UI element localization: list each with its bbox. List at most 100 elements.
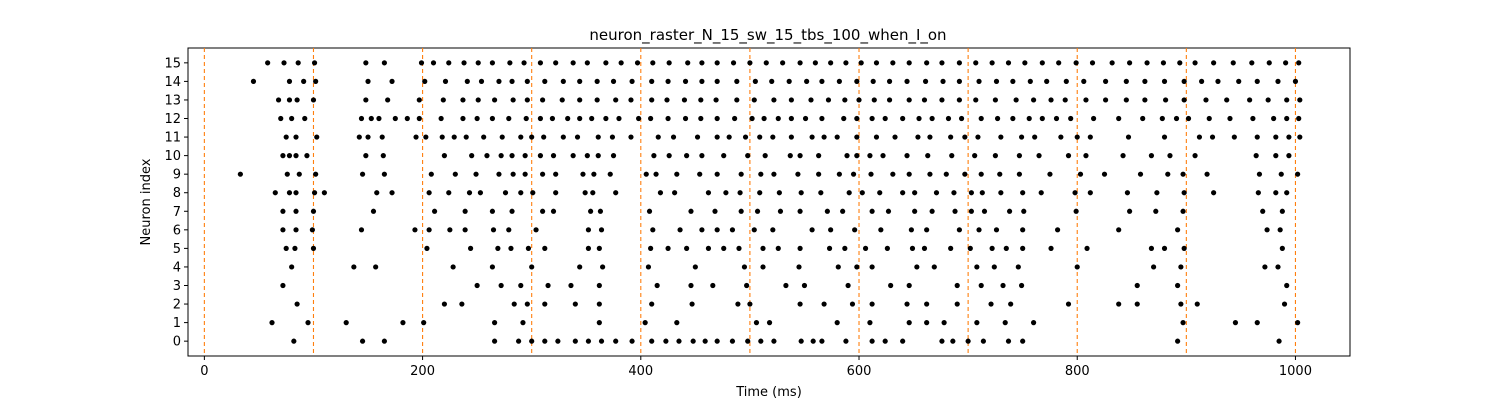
- spike-point: [797, 60, 803, 66]
- x-tick-label: 400: [628, 364, 653, 379]
- spike-point: [892, 134, 898, 140]
- spike-point: [736, 245, 742, 251]
- spike-point: [596, 282, 602, 289]
- spike-point: [286, 78, 293, 84]
- spike-point: [1142, 97, 1148, 103]
- y-tick-label: 11: [164, 131, 181, 146]
- spike-point: [954, 282, 960, 289]
- spike-point: [1296, 115, 1302, 122]
- spike-point: [510, 171, 516, 177]
- spike-point: [867, 153, 873, 159]
- spike-point: [574, 134, 581, 140]
- spike-point: [870, 78, 876, 84]
- spike-point: [1123, 97, 1129, 103]
- spike-point: [732, 115, 738, 122]
- spike-point: [585, 338, 592, 344]
- spike-point: [783, 282, 789, 289]
- spike-point: [460, 115, 466, 122]
- spike-point: [572, 338, 578, 344]
- spike-point: [524, 97, 530, 103]
- spike-point: [751, 97, 757, 103]
- spike-point: [713, 97, 719, 103]
- spike-point: [280, 282, 286, 289]
- spike-point: [1008, 301, 1014, 307]
- y-tick-label: 3: [173, 279, 181, 294]
- spike-point: [596, 320, 602, 326]
- spike-point: [495, 245, 501, 251]
- spike-point: [890, 60, 896, 66]
- spike-point: [289, 115, 295, 122]
- spike-point: [280, 208, 286, 214]
- spike-point: [1084, 245, 1090, 251]
- spike-point: [670, 134, 677, 140]
- spike-point: [726, 134, 732, 140]
- spike-point: [518, 282, 524, 289]
- spike-point: [836, 78, 842, 84]
- spike-point: [973, 97, 979, 103]
- spike-point: [1063, 78, 1069, 84]
- spike-point: [343, 320, 349, 326]
- x-tick-label: 600: [847, 364, 872, 379]
- spike-point: [595, 153, 601, 159]
- spike-point: [998, 134, 1004, 140]
- spike-point: [852, 227, 858, 233]
- spike-point: [795, 171, 801, 177]
- spike-point: [1020, 245, 1026, 251]
- spike-point: [466, 190, 473, 196]
- spike-point: [351, 264, 357, 270]
- spike-point: [542, 338, 548, 344]
- spike-point: [1284, 115, 1290, 122]
- spike-point: [1297, 97, 1303, 103]
- spike-point: [478, 78, 485, 84]
- spike-point: [710, 282, 716, 289]
- spike-point: [463, 134, 469, 140]
- spike-point: [1181, 245, 1187, 251]
- spike-point: [931, 264, 937, 270]
- spike-point: [688, 282, 694, 289]
- spike-point: [431, 208, 438, 214]
- spike-point: [965, 338, 971, 344]
- spike-point: [858, 60, 864, 66]
- spike-point: [1015, 264, 1021, 270]
- spike-point: [1101, 171, 1108, 177]
- spike-point: [868, 171, 874, 177]
- spike-point: [1030, 97, 1037, 103]
- spike-point: [510, 97, 516, 103]
- spike-point: [529, 134, 535, 140]
- spike-point: [1204, 171, 1210, 177]
- spike-point: [439, 134, 445, 140]
- spike-point: [924, 227, 930, 233]
- spike-point: [549, 115, 556, 122]
- spike-point: [972, 153, 978, 159]
- spike-point: [565, 115, 571, 122]
- spike-point: [1054, 227, 1061, 233]
- spike-point: [1039, 115, 1045, 122]
- spike-point: [1260, 208, 1266, 214]
- spike-point: [681, 97, 688, 103]
- spike-point: [751, 227, 757, 233]
- spike-point: [509, 153, 515, 159]
- spike-point: [665, 245, 671, 251]
- spike-point: [305, 320, 311, 326]
- spike-point: [363, 60, 369, 66]
- spike-point: [734, 78, 740, 84]
- spike-point: [1161, 245, 1168, 251]
- spike-point: [1249, 60, 1255, 66]
- spike-point: [507, 60, 513, 66]
- spike-point: [1295, 171, 1301, 177]
- spike-point: [533, 227, 539, 233]
- spike-point: [757, 190, 763, 196]
- spike-point: [1087, 134, 1093, 140]
- spike-point: [1227, 115, 1233, 122]
- spike-point: [496, 78, 502, 84]
- y-tick-label: 5: [173, 242, 181, 257]
- spike-point: [462, 227, 468, 233]
- spike-point: [1154, 190, 1160, 196]
- spike-point: [682, 115, 689, 122]
- spike-point: [374, 190, 380, 196]
- spike-point: [956, 227, 962, 233]
- spike-point: [426, 190, 432, 196]
- spike-point: [580, 171, 586, 177]
- spike-point: [1044, 78, 1050, 84]
- spike-point: [948, 245, 954, 251]
